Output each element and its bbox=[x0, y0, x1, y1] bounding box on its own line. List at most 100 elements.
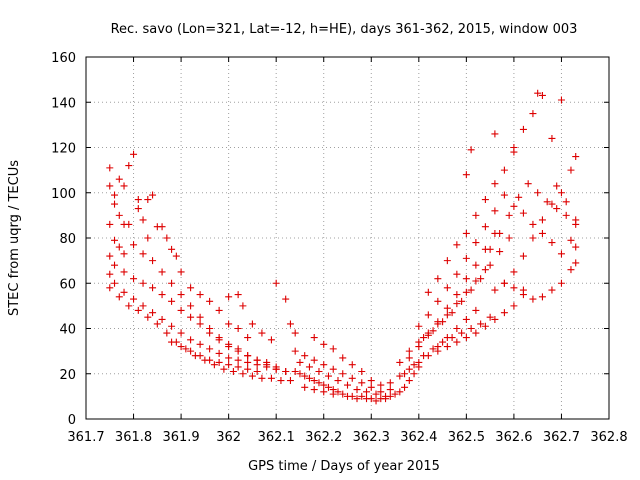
data-point bbox=[548, 239, 556, 247]
data-point bbox=[405, 354, 413, 362]
data-point bbox=[462, 288, 470, 296]
data-point bbox=[415, 358, 423, 366]
data-point bbox=[334, 388, 342, 396]
data-point bbox=[239, 302, 247, 310]
data-point bbox=[534, 89, 542, 97]
y-tick-label: 0 bbox=[68, 413, 76, 428]
data-point bbox=[424, 311, 432, 319]
data-point bbox=[187, 336, 195, 344]
data-point bbox=[234, 356, 242, 364]
data-point bbox=[500, 279, 508, 287]
data-point bbox=[439, 338, 447, 346]
data-point bbox=[448, 309, 456, 317]
data-point bbox=[557, 279, 565, 287]
data-point bbox=[277, 377, 285, 385]
data-point bbox=[548, 134, 556, 142]
data-point bbox=[472, 277, 480, 285]
data-point bbox=[572, 153, 580, 161]
data-point bbox=[196, 291, 204, 299]
data-point bbox=[144, 234, 152, 242]
data-point bbox=[486, 245, 494, 253]
data-point bbox=[187, 302, 195, 310]
data-point bbox=[496, 229, 504, 237]
data-point bbox=[505, 234, 513, 242]
y-tick-label: 160 bbox=[51, 51, 76, 66]
data-point bbox=[272, 279, 280, 287]
data-point bbox=[125, 162, 133, 170]
data-point bbox=[429, 327, 437, 335]
data-point bbox=[472, 329, 480, 337]
x-tick-label: 362.4 bbox=[400, 430, 437, 445]
data-point bbox=[467, 286, 475, 294]
data-point bbox=[215, 336, 223, 344]
data-point bbox=[510, 302, 518, 310]
data-point bbox=[168, 279, 176, 287]
data-point bbox=[125, 302, 133, 310]
data-point bbox=[301, 372, 309, 380]
x-tick-label: 361.9 bbox=[162, 430, 199, 445]
data-point bbox=[149, 284, 157, 292]
data-point bbox=[538, 293, 546, 301]
data-point bbox=[324, 383, 332, 391]
data-point bbox=[130, 275, 138, 283]
data-point bbox=[429, 345, 437, 353]
data-point bbox=[286, 377, 294, 385]
data-point bbox=[534, 189, 542, 197]
data-point bbox=[443, 343, 451, 351]
data-point bbox=[248, 372, 256, 380]
data-point bbox=[172, 252, 180, 260]
data-point bbox=[386, 392, 394, 400]
data-point bbox=[458, 329, 466, 337]
data-point bbox=[196, 340, 204, 348]
data-point bbox=[168, 322, 176, 330]
data-point bbox=[115, 293, 123, 301]
data-point bbox=[500, 309, 508, 317]
data-point bbox=[538, 216, 546, 224]
data-point bbox=[187, 284, 195, 292]
data-point bbox=[163, 234, 171, 242]
x-tick-label: 362 bbox=[216, 430, 241, 445]
data-point bbox=[296, 370, 304, 378]
data-point bbox=[329, 345, 337, 353]
data-point bbox=[396, 358, 404, 366]
data-point bbox=[234, 325, 242, 332]
data-point bbox=[244, 365, 252, 373]
data-point bbox=[115, 175, 123, 183]
data-point bbox=[168, 245, 176, 253]
data-point bbox=[415, 343, 423, 351]
data-point bbox=[477, 275, 485, 283]
data-point bbox=[111, 200, 119, 208]
data-point bbox=[405, 347, 413, 355]
data-point bbox=[548, 200, 556, 208]
data-point bbox=[567, 166, 575, 174]
data-point bbox=[567, 266, 575, 274]
data-point bbox=[239, 370, 247, 378]
data-point bbox=[486, 261, 494, 269]
data-point bbox=[225, 361, 233, 369]
data-point bbox=[225, 293, 233, 301]
data-point bbox=[163, 329, 171, 337]
chart-title: Rec. savo (Lon=321, Lat=-12, h=HE), days… bbox=[111, 22, 578, 37]
data-point bbox=[367, 383, 375, 391]
data-point bbox=[415, 322, 423, 330]
y-tick-label: 20 bbox=[59, 368, 76, 383]
data-point bbox=[196, 313, 204, 321]
data-point bbox=[234, 291, 242, 299]
data-point bbox=[462, 334, 470, 342]
data-point bbox=[481, 223, 489, 231]
data-point bbox=[291, 329, 299, 337]
data-point bbox=[519, 209, 527, 217]
data-point bbox=[310, 334, 318, 342]
data-point bbox=[453, 241, 461, 249]
data-point bbox=[477, 320, 485, 328]
data-point bbox=[253, 361, 261, 369]
data-point bbox=[267, 374, 275, 382]
data-point bbox=[282, 367, 290, 375]
data-point bbox=[567, 236, 575, 244]
data-point bbox=[177, 291, 185, 299]
data-point bbox=[472, 211, 480, 219]
data-point bbox=[401, 370, 409, 378]
data-point bbox=[448, 334, 456, 342]
data-point bbox=[220, 365, 228, 373]
